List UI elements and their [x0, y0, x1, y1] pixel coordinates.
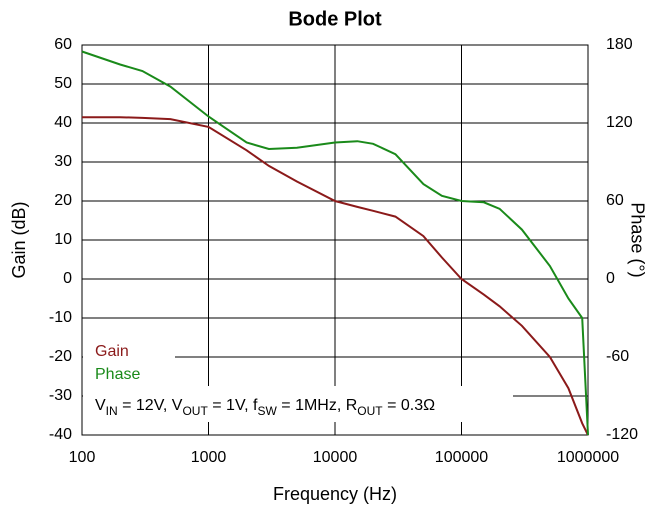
annotation-part: OUT: [357, 404, 383, 418]
legend-label: Phase: [95, 366, 140, 383]
y2-tick-label: -60: [606, 348, 629, 365]
annotation-box: [83, 386, 513, 422]
y-tick-label: -40: [49, 426, 72, 443]
series-line: [82, 116, 589, 436]
y-tick-label: 0: [63, 270, 72, 287]
x-tick-label: 100: [69, 449, 96, 466]
legend-box: [83, 340, 175, 386]
annotation-part: = 1V, f: [208, 397, 258, 414]
x-axis-label: Frequency (Hz): [273, 484, 397, 504]
y-tick-label: 60: [54, 36, 72, 53]
y-tick-label: -30: [49, 387, 72, 404]
annotation-part: = 12V, V: [118, 397, 183, 414]
y-tick-label: 50: [54, 75, 72, 92]
legend-label: Gain: [95, 343, 129, 360]
annotation-part: OUT: [182, 404, 208, 418]
y-tick-label: -10: [49, 309, 72, 326]
y2-tick-label: 180: [606, 36, 633, 53]
y2-tick-label: 0: [606, 270, 615, 287]
y2-tick-label: 120: [606, 114, 633, 131]
y-tick-label: 10: [54, 231, 72, 248]
y2-tick-label: -120: [606, 426, 638, 443]
x-tick-label: 10000: [313, 449, 358, 466]
annotation-part: IN: [106, 404, 118, 418]
x-tick-label: 1000: [191, 449, 227, 466]
y2-tick-label: 60: [606, 192, 624, 209]
y-tick-label: 40: [54, 114, 72, 131]
annotation: VIN = 12V, VOUT = 1V, fSW = 1MHz, ROUT =…: [95, 397, 435, 418]
y-tick-label: 30: [54, 153, 72, 170]
x-tick-label: 1000000: [557, 449, 619, 466]
x-tick-label: 100000: [435, 449, 488, 466]
annotation-part: = 1MHz, R: [277, 397, 357, 414]
y-axis-label: Gain (dB): [9, 201, 29, 278]
annotation-part: SW: [257, 404, 277, 418]
chart-title: Bode Plot: [288, 8, 382, 30]
y-tick-label: -20: [49, 348, 72, 365]
y-tick-label: 20: [54, 192, 72, 209]
annotation-part: V: [95, 397, 106, 414]
y2-axis-label: Phase (°): [627, 202, 646, 277]
annotation-part: = 0.3Ω: [383, 397, 435, 414]
plot-border: [81, 44, 589, 436]
series-line: [81, 50, 589, 436]
